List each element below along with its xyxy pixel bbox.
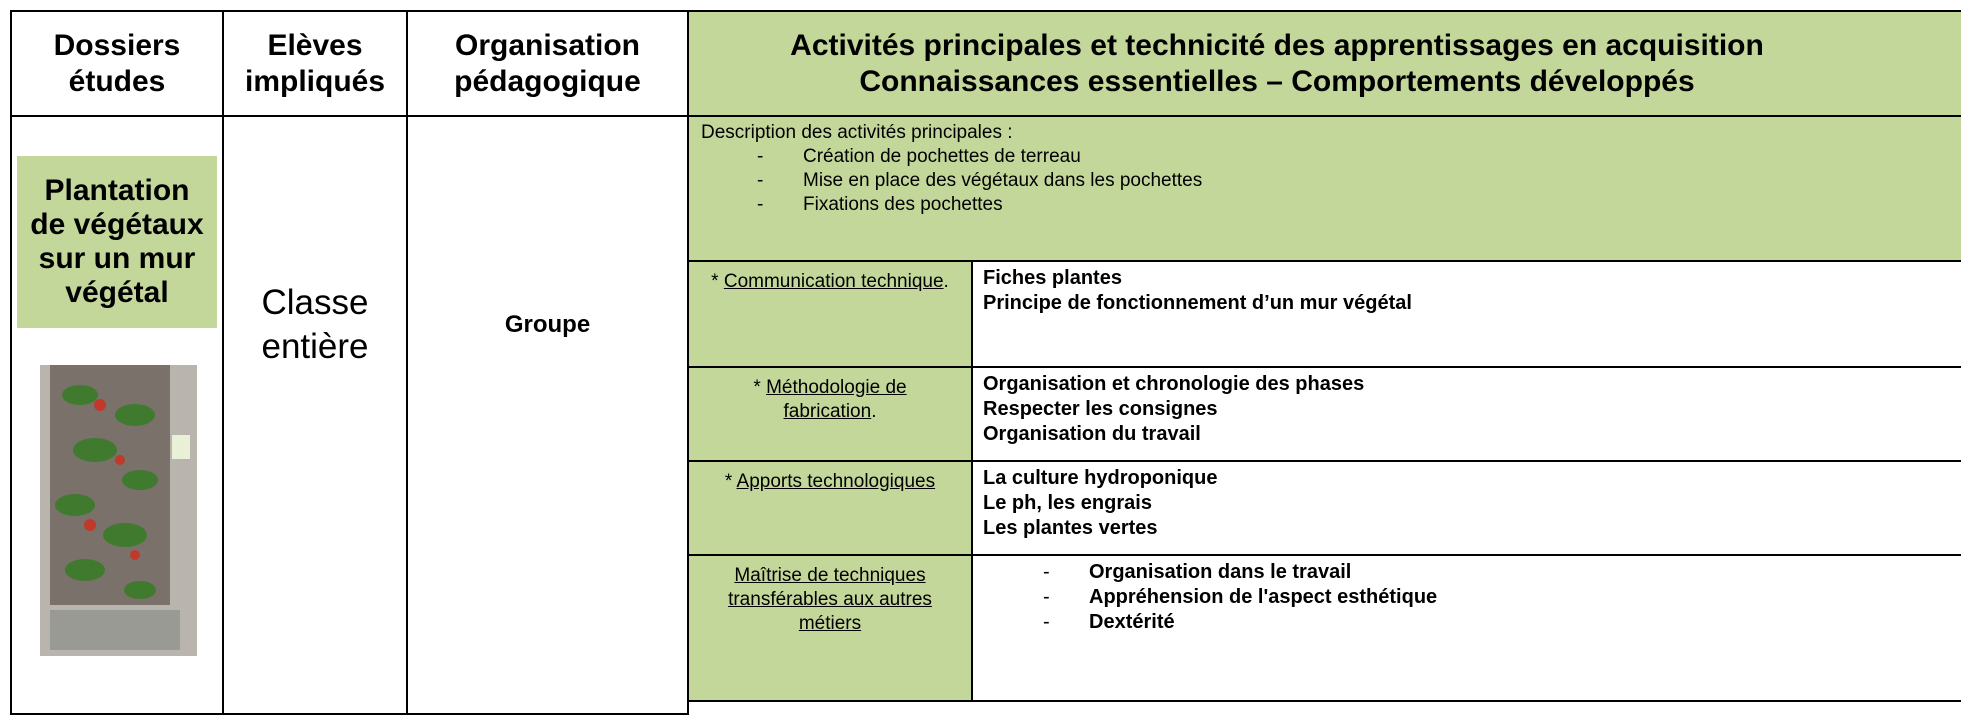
label-prefix: *	[724, 471, 733, 492]
label-prefix: *	[711, 271, 719, 292]
header-text: Organisation	[454, 28, 641, 62]
label-text: Communication technique	[723, 271, 944, 292]
header-text: Connaissances essentielles – Comportemen…	[859, 64, 1695, 98]
row-label: * Méthodologie de fabrication.	[687, 366, 973, 462]
description-item: Création de pochettes de terreau	[757, 145, 1953, 169]
row-line: Respecter les consignes	[983, 398, 1218, 420]
row-line: Organisation et chronologie des phases	[983, 373, 1365, 395]
row-content: Organisation et chronologie des phases Re…	[971, 366, 1961, 462]
row-line: Les plantes vertes	[983, 517, 1158, 539]
header-text: Elèves	[267, 28, 363, 62]
eleves-cell: Classe entière	[222, 115, 408, 715]
label-prefix: *	[753, 377, 761, 398]
dossier-label: Plantation de végétaux sur un mur végéta…	[17, 156, 217, 328]
header-cell: Dossiers études	[10, 10, 224, 117]
row-line: Organisation dans le travail	[983, 560, 1955, 585]
row-line: Dextérité	[983, 610, 1955, 635]
row-content: La culture hydroponique Le ph, les engrai…	[971, 460, 1961, 556]
row-line: Organisation du travail	[983, 423, 1201, 445]
dossier-text: de végétaux	[30, 208, 204, 241]
header-text: Activités principales et technicité des …	[790, 28, 1764, 62]
header-text: pédagogique	[454, 64, 641, 98]
label-text: Maîtrise de techniques transférables aux…	[728, 565, 932, 634]
label-suffix: .	[871, 401, 877, 422]
row-line: Fiches plantes	[983, 267, 1122, 289]
row-line: La culture hydroponique	[983, 467, 1218, 489]
header-text: études	[68, 64, 166, 98]
description-item: Mise en place des végétaux dans les poch…	[757, 169, 1953, 193]
label-text: Apports technologiques	[736, 471, 936, 492]
label-suffix: .	[943, 271, 949, 292]
eleves-text: Classe	[261, 283, 369, 322]
description-item: Fixations des pochettes	[757, 193, 1953, 217]
row-label: Maîtrise de techniques transférables aux…	[687, 554, 973, 702]
dossier-text: végétal	[65, 276, 169, 309]
header-text: impliqués	[244, 64, 386, 98]
row-line: Le ph, les engrais	[983, 492, 1152, 514]
label-text: Méthodologie de fabrication	[766, 377, 907, 422]
header-cell: Activités principales et technicité des …	[687, 10, 1961, 117]
organisation-cell: Groupe	[406, 115, 689, 715]
photo	[40, 365, 197, 656]
organisation-text: Groupe	[504, 311, 591, 338]
header-cell: Elèves impliqués	[222, 10, 408, 117]
page: {"header": {"columns": ["Dossiers", "étu…	[0, 0, 1961, 688]
row-line: Principe de fonctionnement d’un mur végé…	[983, 292, 1412, 314]
row-line: Appréhension de l'aspect esthétique	[983, 585, 1955, 610]
row-content: Organisation dans le travailAppréhension…	[971, 554, 1961, 702]
dossier-text: sur un mur	[38, 242, 196, 275]
dossier-text: Plantation	[44, 174, 190, 207]
description-title: Description des activités principales :	[701, 122, 1013, 143]
header-text: Dossiers	[53, 28, 181, 62]
row-label: * Apports technologiques	[687, 460, 973, 556]
row-label: * Communication technique.	[687, 260, 973, 368]
header-cell: Organisation pédagogique	[406, 10, 689, 117]
description-cell: Description des activités principales : …	[687, 115, 1961, 262]
row-content: Fiches plantes Principe de fonctionnement…	[971, 260, 1961, 368]
eleves-text: entière	[261, 327, 369, 366]
